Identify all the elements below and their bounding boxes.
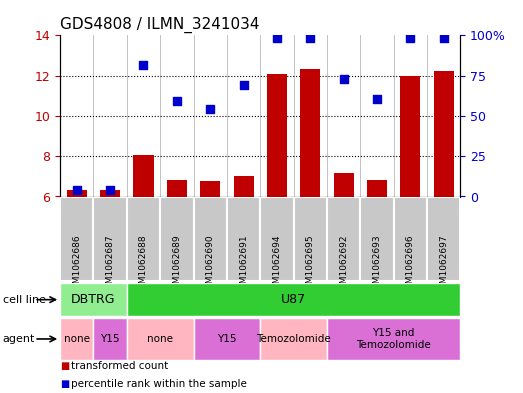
Text: none: none [147, 334, 173, 344]
FancyBboxPatch shape [60, 196, 94, 281]
Bar [334, 173, 354, 196]
Bar [100, 191, 120, 196]
Point [106, 187, 115, 194]
Text: Y15 and
Temozolomide: Y15 and Temozolomide [356, 328, 431, 350]
Point [439, 35, 448, 42]
FancyBboxPatch shape [127, 283, 460, 316]
Text: cell line: cell line [3, 295, 46, 305]
Text: GSM1062687: GSM1062687 [106, 235, 115, 295]
Text: Temozolomide: Temozolomide [256, 334, 331, 344]
FancyBboxPatch shape [327, 196, 360, 281]
Point [240, 82, 248, 88]
Text: GDS4808 / ILMN_3241034: GDS4808 / ILMN_3241034 [60, 17, 259, 33]
Point [306, 35, 314, 42]
Text: GSM1062694: GSM1062694 [272, 235, 281, 295]
Text: GSM1062691: GSM1062691 [239, 235, 248, 295]
FancyBboxPatch shape [160, 196, 194, 281]
Text: GSM1062693: GSM1062693 [372, 235, 381, 295]
Bar [300, 69, 320, 196]
Point [373, 95, 381, 102]
Text: Y15: Y15 [100, 334, 120, 344]
Text: agent: agent [3, 334, 35, 344]
Bar [367, 180, 387, 196]
Text: Y15: Y15 [217, 334, 236, 344]
Text: GSM1062697: GSM1062697 [439, 235, 448, 295]
Point [139, 61, 147, 68]
Bar [67, 191, 87, 196]
FancyBboxPatch shape [94, 196, 127, 281]
Bar [434, 71, 453, 196]
Bar [400, 75, 420, 196]
Text: transformed count: transformed count [71, 362, 168, 371]
Text: GSM1062692: GSM1062692 [339, 235, 348, 295]
FancyBboxPatch shape [260, 318, 327, 360]
Text: percentile rank within the sample: percentile rank within the sample [71, 379, 246, 389]
FancyBboxPatch shape [293, 196, 327, 281]
Point [272, 35, 281, 42]
FancyBboxPatch shape [194, 318, 260, 360]
FancyBboxPatch shape [94, 318, 127, 360]
FancyBboxPatch shape [227, 196, 260, 281]
Bar [167, 180, 187, 196]
FancyBboxPatch shape [127, 318, 194, 360]
FancyBboxPatch shape [427, 196, 460, 281]
Text: GSM1062689: GSM1062689 [173, 235, 181, 295]
FancyBboxPatch shape [60, 283, 127, 316]
Text: ■: ■ [60, 362, 70, 371]
Point [406, 35, 414, 42]
Point [73, 187, 81, 194]
Text: GSM1062696: GSM1062696 [406, 235, 415, 295]
Point [206, 106, 214, 112]
Text: DBTRG: DBTRG [71, 293, 116, 306]
FancyBboxPatch shape [327, 318, 460, 360]
FancyBboxPatch shape [260, 196, 293, 281]
FancyBboxPatch shape [127, 196, 160, 281]
Point [339, 75, 348, 82]
Text: none: none [64, 334, 90, 344]
Text: GSM1062688: GSM1062688 [139, 235, 148, 295]
Text: GSM1062686: GSM1062686 [72, 235, 81, 295]
Bar [133, 155, 154, 196]
Bar [233, 176, 254, 196]
FancyBboxPatch shape [360, 196, 394, 281]
FancyBboxPatch shape [194, 196, 227, 281]
FancyBboxPatch shape [394, 196, 427, 281]
Text: U87: U87 [281, 293, 306, 306]
Bar [200, 182, 220, 196]
Text: GSM1062695: GSM1062695 [306, 235, 315, 295]
Bar [267, 73, 287, 196]
Point [173, 98, 181, 104]
Text: GSM1062690: GSM1062690 [206, 235, 214, 295]
Text: ■: ■ [60, 379, 70, 389]
FancyBboxPatch shape [60, 318, 94, 360]
